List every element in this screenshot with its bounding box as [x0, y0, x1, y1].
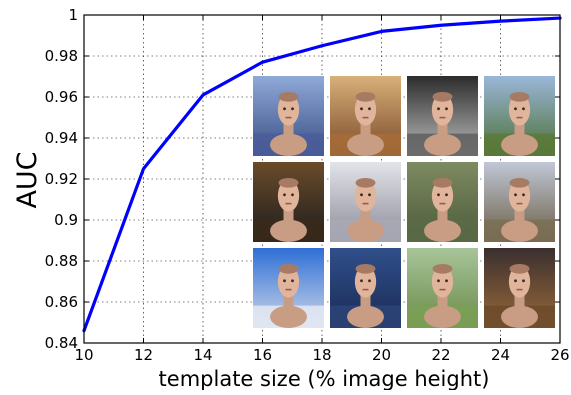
face-mouth: [517, 289, 523, 291]
face-shoulders: [347, 134, 384, 156]
face-thumbnail: [484, 248, 555, 328]
x-tick-label: 20: [372, 346, 391, 364]
face-eye: [522, 107, 525, 110]
x-tick-label: 16: [253, 346, 272, 364]
y-tick-label: 0.94: [45, 129, 78, 147]
face-eye: [360, 279, 363, 282]
y-tick-label: 0.88: [45, 252, 78, 270]
face-eye: [360, 107, 363, 110]
face-eye: [522, 193, 525, 196]
face-hair: [433, 92, 453, 102]
x-tick-label: 14: [193, 346, 212, 364]
face-thumbnail: [407, 76, 478, 156]
y-tick-label: 0.98: [45, 47, 78, 65]
face-shoulders: [501, 220, 538, 242]
face-mouth: [517, 117, 523, 119]
x-tick-label: 12: [134, 346, 153, 364]
face-eye: [522, 279, 525, 282]
y-tick-label: 1: [68, 6, 78, 24]
y-tick-label: 0.86: [45, 293, 78, 311]
face-thumbnail: [407, 162, 478, 242]
face-mouth: [286, 203, 292, 205]
face-mouth: [363, 289, 369, 291]
face-mouth: [286, 117, 292, 119]
face-eye: [291, 107, 294, 110]
y-tick-label: 0.96: [45, 88, 78, 106]
face-thumbnail: [484, 162, 555, 242]
x-axis-label: template size (% image height): [159, 367, 490, 390]
face-eye: [368, 107, 371, 110]
face-hair: [279, 178, 299, 188]
face-hair: [433, 178, 453, 188]
face-hair: [510, 92, 530, 102]
face-hair: [510, 178, 530, 188]
face-hair: [356, 92, 376, 102]
face-shoulders: [424, 306, 461, 328]
face-shoulders: [347, 220, 384, 242]
face-eye: [283, 107, 286, 110]
face-eye: [514, 107, 517, 110]
face-hair: [510, 264, 530, 274]
y-tick-label: 0.9: [54, 211, 78, 229]
face-mouth: [440, 289, 446, 291]
face-mouth: [363, 203, 369, 205]
face-thumbnail: [253, 76, 324, 156]
face-mouth: [517, 203, 523, 205]
face-eye: [368, 193, 371, 196]
face-thumbnail: [253, 248, 324, 328]
face-shoulders: [270, 306, 307, 328]
face-mouth: [440, 117, 446, 119]
face-thumbnail: [484, 76, 555, 156]
face-shoulders: [501, 134, 538, 156]
face-eye: [445, 279, 448, 282]
face-hair: [433, 264, 453, 274]
face-shoulders: [501, 306, 538, 328]
face-eye: [360, 193, 363, 196]
face-eye: [283, 279, 286, 282]
face-eye: [437, 107, 440, 110]
face-eye: [283, 193, 286, 196]
face-thumbnail: [330, 76, 401, 156]
face-mouth: [286, 289, 292, 291]
face-shoulders: [424, 220, 461, 242]
face-eye: [291, 193, 294, 196]
face-hair: [279, 92, 299, 102]
face-eye: [445, 193, 448, 196]
face-hair: [356, 178, 376, 188]
face-thumbnail: [330, 162, 401, 242]
face-hair: [279, 264, 299, 274]
face-eye: [437, 193, 440, 196]
y-axis-label: AUC: [12, 151, 43, 208]
face-shoulders: [424, 134, 461, 156]
face-eye: [445, 107, 448, 110]
face-mouth: [440, 203, 446, 205]
face-eye: [291, 279, 294, 282]
face-thumbnail: [253, 162, 324, 242]
face-mouth: [363, 117, 369, 119]
x-tick-label: 26: [550, 346, 569, 364]
face-hair: [356, 264, 376, 274]
y-tick-label: 0.84: [45, 334, 78, 352]
face-eye: [368, 279, 371, 282]
face-thumbnail: [330, 248, 401, 328]
face-eye: [514, 193, 517, 196]
face-eye: [437, 279, 440, 282]
face-thumbnail: [407, 248, 478, 328]
face-shoulders: [270, 220, 307, 242]
x-tick-label: 22: [431, 346, 450, 364]
y-tick-label: 0.92: [45, 170, 78, 188]
x-tick-label: 24: [491, 346, 510, 364]
face-shoulders: [270, 134, 307, 156]
inset-thumbnail-grid: [253, 76, 555, 328]
face-eye: [514, 279, 517, 282]
x-tick-label: 18: [312, 346, 331, 364]
face-shoulders: [347, 306, 384, 328]
